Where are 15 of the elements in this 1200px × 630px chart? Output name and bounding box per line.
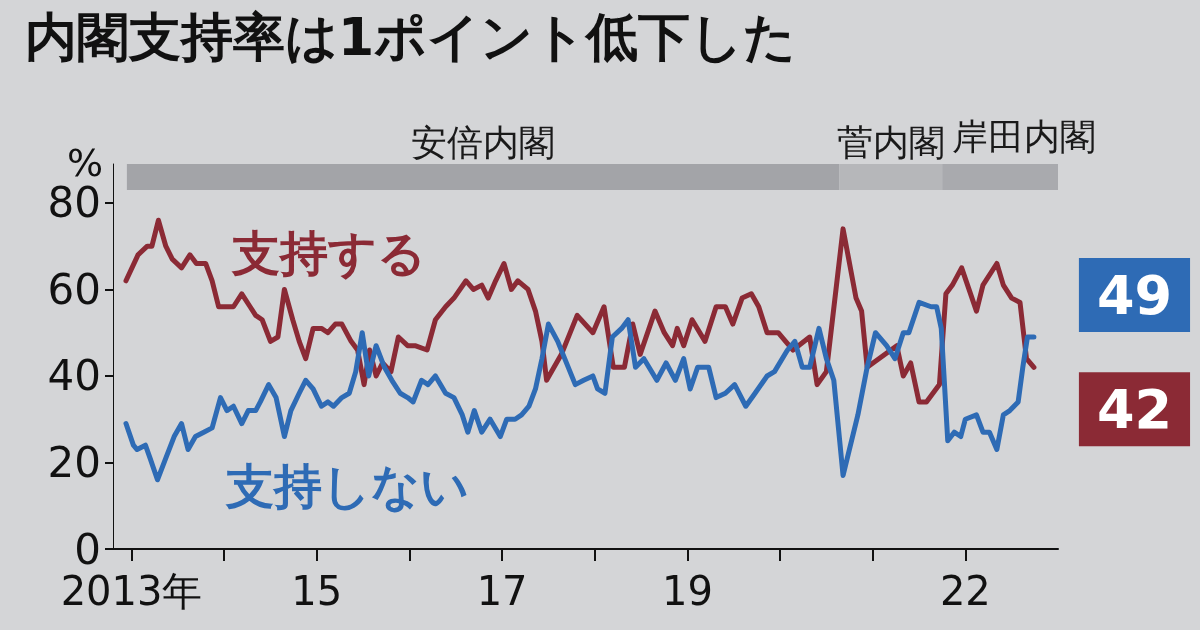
x-tick-label: 22 <box>939 568 991 614</box>
band-label: 安倍内閣 <box>411 121 556 163</box>
series-label: 支持しない <box>225 458 470 515</box>
data-label: 42 <box>1096 377 1173 441</box>
y-tick-label: 20 <box>47 437 101 487</box>
y-tick-label: 40 <box>47 351 101 401</box>
band-label: 岸田内閣 <box>952 115 1097 157</box>
x-tick-label: 17 <box>476 568 528 614</box>
x-tick-label: 15 <box>291 568 343 614</box>
data-label: 49 <box>1096 263 1173 327</box>
y-tick-label: 60 <box>47 264 101 314</box>
band-label: 菅内閣 <box>836 121 945 163</box>
series-label: 支持する <box>230 224 426 281</box>
chart-title: 内閣支持率は1ポイント低下した <box>25 7 797 67</box>
x-tick-label: 19 <box>661 568 713 614</box>
